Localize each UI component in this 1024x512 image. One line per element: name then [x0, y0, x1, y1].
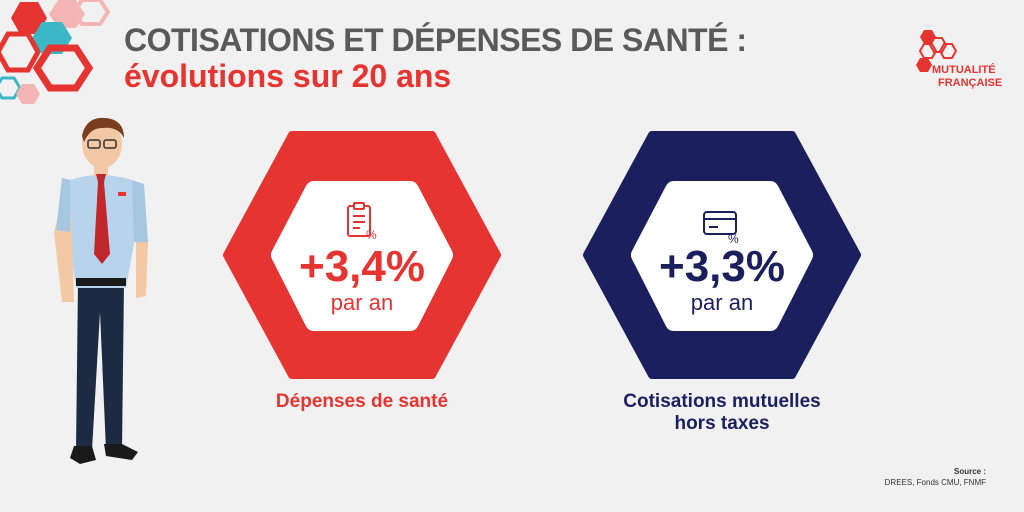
stat-hexagon-navy: [583, 131, 861, 379]
decor-hexagon-light: [16, 84, 40, 104]
logo-text-line1: MUTUALITÉ: [932, 64, 996, 76]
decor-hexagon-outline-red2: [0, 31, 41, 73]
page-subtitle: évolutions sur 20 ans: [124, 58, 452, 94]
stat-hexagon-red: [223, 131, 501, 379]
card-percent-icon: %: [703, 211, 739, 244]
source-text: DREES, Fonds CMU, FNMF: [884, 478, 986, 487]
svg-text:%: %: [366, 228, 377, 240]
decorative-hexagons: [0, 0, 110, 104]
page-title: COTISATIONS ET DÉPENSES DE SANTÉ :: [124, 22, 747, 58]
hexagon-cluster-logo-icon: [916, 30, 958, 72]
decor-hexagon-outline-big: [32, 44, 94, 92]
stat-value-depenses: +3,4%: [299, 242, 425, 291]
stat-value-cotisations: +3,3%: [659, 242, 785, 291]
stat-label-cotisations-line2: hors taxes: [674, 413, 770, 434]
stat-unit-cotisations: par an: [690, 290, 754, 315]
logo-text-line2: FRANÇAISE: [938, 77, 1003, 89]
source-note: Source : DREES, Fonds CMU, FNMF: [885, 466, 986, 488]
businessman-illustration: [54, 117, 148, 464]
stat-unit-depenses: par an: [330, 290, 394, 315]
clipboard-percent-icon: %: [347, 202, 377, 240]
svg-text:%: %: [728, 232, 739, 244]
stat-label-cotisations-line1: Cotisations mutuelles: [623, 391, 821, 412]
decor-hexagon-small-teal: [0, 76, 22, 100]
decor-hexagon-outline-red: [71, 0, 110, 26]
decor-hexagon-red: [11, 2, 47, 34]
source-label: Source :: [953, 467, 986, 476]
stat-label-depenses: Dépenses de santé: [275, 391, 449, 412]
